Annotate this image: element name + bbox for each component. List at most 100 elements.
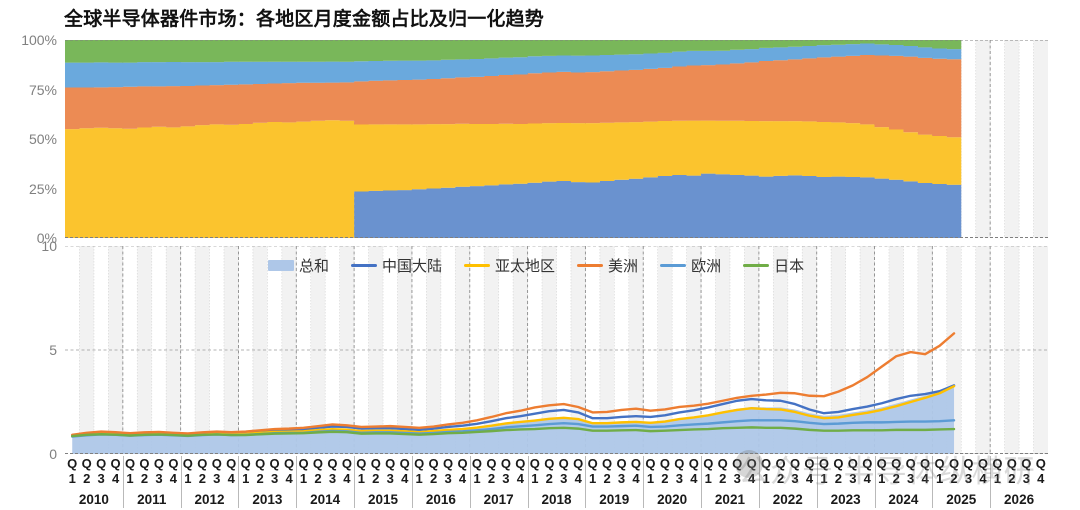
legend-swatch-apac-icon [464, 264, 491, 267]
quarter-letter: Q [182, 456, 193, 471]
y-tick-label: 5 [49, 342, 57, 358]
quarter-number: 4 [863, 471, 871, 486]
quarter-letter: Q [312, 456, 324, 471]
quarter-letter: Q [356, 456, 367, 471]
quarter-letter: Q [703, 456, 714, 471]
quarter-number: 1 [993, 471, 1002, 486]
year-separator [411, 456, 413, 508]
legend-item-apac[interactable]: 亚太地区 [464, 255, 555, 276]
year-separator [701, 456, 703, 508]
quarter-number: 2 [661, 471, 669, 486]
quarter-letter: Q [500, 456, 511, 471]
quarter-letter: Q [789, 456, 801, 471]
quarter-letter: Q [573, 456, 584, 471]
quarter-number: 2 [256, 471, 264, 486]
quarter-letter: Q [153, 456, 165, 471]
legend-item-europe[interactable]: 欧洲 [660, 255, 721, 276]
quarter-number: 1 [473, 471, 481, 486]
quarter-number: 3 [386, 471, 394, 486]
year-separator [354, 456, 356, 508]
quarter-number: 3 [617, 471, 626, 486]
legend-label: 总和 [299, 258, 330, 275]
quarter-letter: Q [298, 456, 309, 471]
legend-swatch-total-icon [268, 260, 294, 271]
quarter-letter: Q [457, 456, 468, 471]
quarter-letter: Q [659, 456, 670, 471]
quarter-number: 1 [415, 471, 423, 486]
year-tick: 2011 [137, 492, 167, 507]
quarter-number: 3 [155, 471, 163, 486]
year-separator [527, 456, 529, 508]
quarter-number: 4 [979, 471, 987, 486]
legend-item-total[interactable]: 总和 [268, 255, 329, 276]
quarter-letter: Q [761, 456, 772, 471]
quarter-number: 3 [502, 471, 510, 486]
quarter-letter: Q [327, 456, 338, 471]
top-panel-y-axis: 0% 25% 50% 75% 100% [0, 32, 57, 246]
quarter-letter: Q [891, 456, 902, 471]
quarter-letter: Q [558, 456, 569, 471]
quarter-letter: Q [110, 456, 121, 471]
legend-item-china[interactable]: 中国大陆 [351, 255, 442, 276]
y-tick-label: 100% [21, 32, 57, 48]
quarter-letter: Q [934, 456, 945, 471]
quarter-number: 4 [111, 471, 120, 486]
legend-item-americas[interactable]: 美洲 [577, 255, 638, 276]
quarter-letter: Q [876, 456, 887, 471]
quarter-number: 2 [834, 471, 842, 486]
quarter-letter: Q [399, 456, 410, 471]
quarter-letter: Q [211, 456, 222, 471]
year-tick: 2022 [772, 492, 803, 507]
quarter-number: 3 [97, 471, 105, 486]
quarter-number: 4 [748, 471, 756, 486]
quarter-number: 3 [213, 471, 221, 486]
quarter-number: 2 [198, 471, 206, 486]
quarter-number: 4 [921, 471, 929, 486]
quarter-number: 1 [589, 471, 597, 486]
legend-item-japan[interactable]: 日本 [743, 255, 804, 276]
year-tick: 2018 [541, 492, 572, 507]
quarter-letter: Q [587, 456, 598, 471]
quarter-letter: Q [804, 456, 815, 471]
quarter-number: 1 [531, 471, 539, 486]
year-tick: 2017 [483, 492, 514, 507]
year-tick: 2012 [194, 492, 225, 507]
quarter-letter: Q [847, 456, 858, 471]
quarter-number: 4 [690, 471, 698, 486]
quarter-letter: Q [818, 456, 829, 471]
year-separator [469, 456, 471, 508]
quarter-number: 4 [227, 471, 235, 486]
quarter-number: 1 [242, 471, 250, 486]
legend-label: 美洲 [608, 258, 639, 275]
quarter-number: 3 [560, 471, 568, 486]
quarter-number: 4 [458, 471, 467, 486]
legend-label: 中国大陆 [382, 258, 443, 275]
quarter-number: 4 [1037, 471, 1045, 486]
